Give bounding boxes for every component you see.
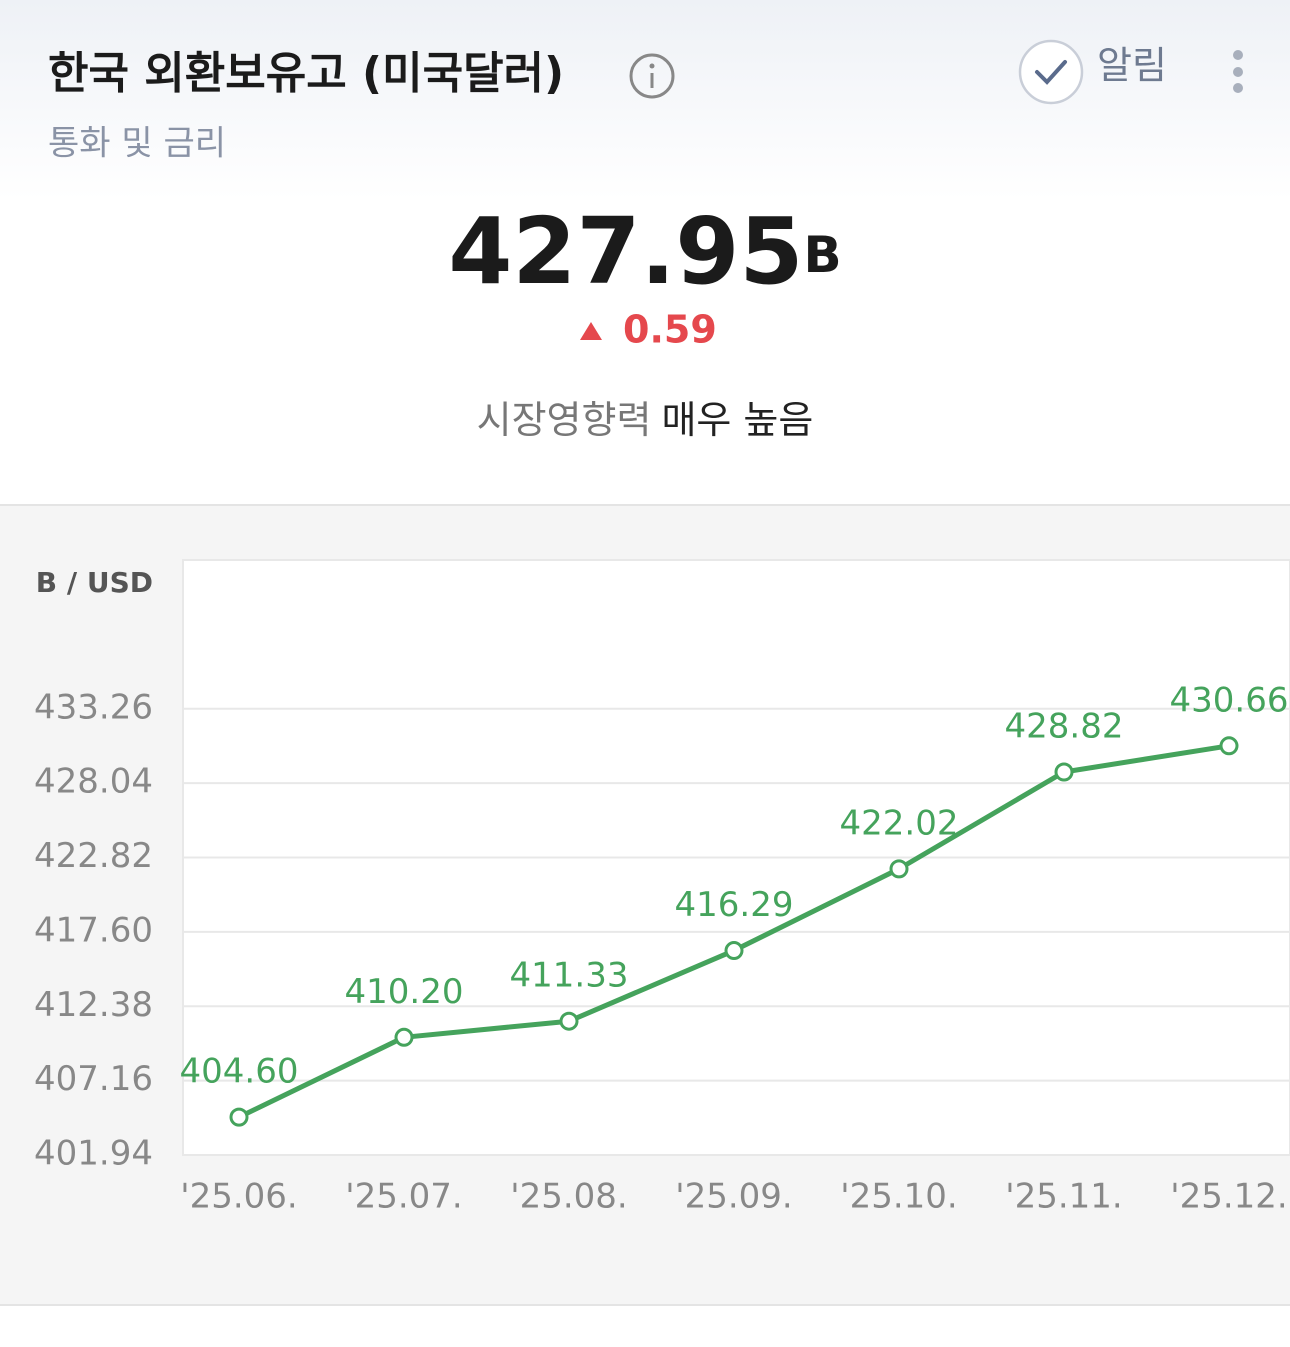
- more-menu[interactable]: [1233, 50, 1243, 93]
- y-tick-label: 433.26: [34, 687, 153, 727]
- value-number: 427.95: [448, 198, 803, 305]
- data-label: 410.20: [345, 972, 464, 1012]
- x-tick-label: '25.09.: [675, 1177, 793, 1217]
- data-label: 430.66: [1170, 680, 1289, 720]
- x-tick-label: '25.07.: [345, 1177, 463, 1217]
- data-point: [889, 859, 909, 879]
- data-label: 416.29: [675, 885, 794, 925]
- data-point: [394, 1027, 414, 1047]
- data-label: 411.33: [510, 956, 629, 996]
- up-triangle: [580, 322, 602, 340]
- y-axis-label: B / USD: [36, 566, 153, 599]
- x-tick-label: '25.08.: [510, 1177, 628, 1217]
- current-value: 427.95B: [448, 198, 841, 305]
- data-point: [1054, 762, 1074, 782]
- change: 0.59: [623, 308, 717, 352]
- y-tick-label: 407.16: [34, 1059, 153, 1099]
- x-tick-label: '25.12.: [1170, 1177, 1288, 1217]
- impact-value: 매우 높음: [661, 398, 813, 442]
- x-tick-label: '25.10.: [840, 1177, 958, 1217]
- data-point: [229, 1107, 249, 1127]
- data-label: 428.82: [1005, 707, 1124, 747]
- y-tick-label: 422.82: [34, 836, 153, 876]
- alert-button[interactable]: 알림: [1018, 39, 1167, 105]
- y-tick-label: 412.38: [34, 985, 153, 1025]
- impact: 시장영향력 매우 높음: [477, 398, 814, 442]
- data-label: 404.60: [180, 1052, 299, 1092]
- x-tick-label: '25.11.: [1005, 1177, 1123, 1217]
- y-tick-label: 428.04: [34, 762, 153, 802]
- y-tick-label: 401.94: [34, 1134, 153, 1174]
- header-bg: [0, 0, 1290, 200]
- alert-label: 알림: [1097, 44, 1167, 88]
- data-label: 422.02: [840, 803, 959, 843]
- x-tick-label: '25.06.: [180, 1177, 298, 1217]
- title: 한국 외환보유고 (미국달러): [48, 48, 564, 99]
- data-point: [1219, 736, 1239, 756]
- data-point: [559, 1011, 579, 1031]
- subtitle: 통화 및 금리: [48, 124, 226, 164]
- plot: 401.94 407.16 412.38 417.60 422.82 428.04 433.…: [34, 680, 1290, 1217]
- impact-label: 시장영향력: [477, 398, 652, 442]
- data-point: [724, 941, 744, 961]
- value-unit: B: [803, 226, 841, 284]
- info-icon[interactable]: [629, 53, 675, 99]
- y-tick-label: 417.60: [34, 910, 153, 950]
